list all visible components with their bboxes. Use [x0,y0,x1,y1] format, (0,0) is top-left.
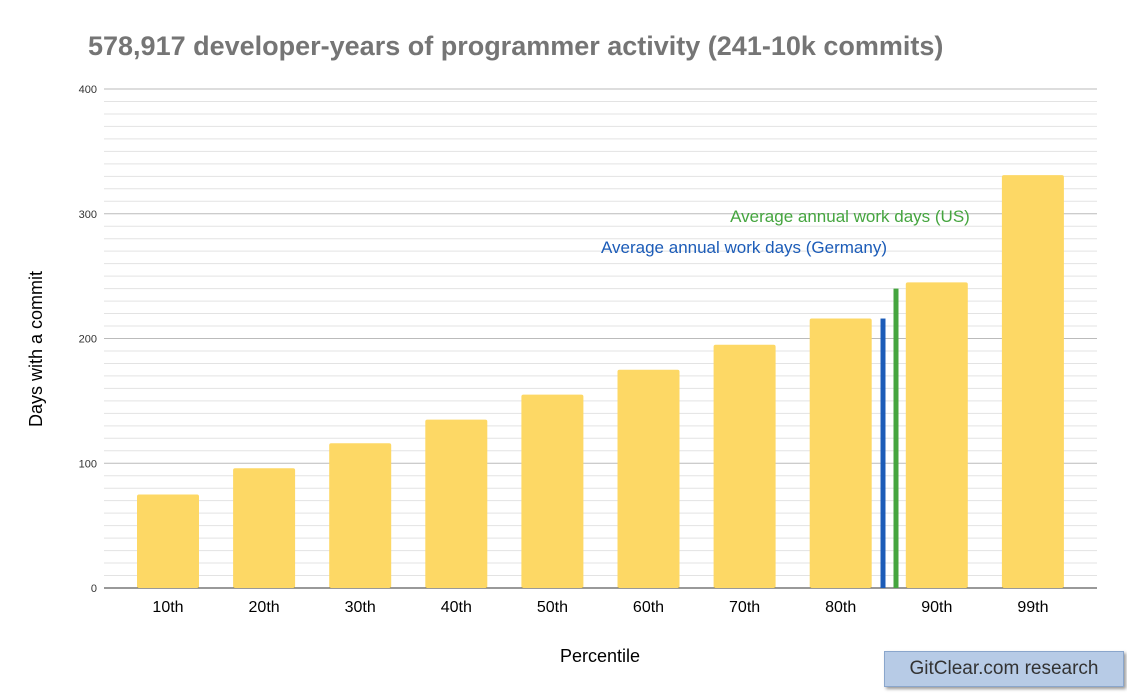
bar-20th [233,468,296,588]
watermark-badge: GitClear.com research [884,651,1124,687]
y-axis-label: Days with a commit [26,271,46,427]
bar-60th [617,369,680,588]
bar-30th [329,443,392,588]
x-tick-label: 40th [441,599,472,616]
y-tick-label: 300 [79,209,97,221]
x-tick-label: 50th [537,599,568,616]
bar-70th [713,344,776,588]
reference-line [893,288,899,588]
bar-80th [809,318,872,588]
x-tick-label: 20th [249,599,280,616]
bar-90th [905,282,968,588]
x-tick-label: 80th [825,599,856,616]
y-tick-label: 400 [79,84,97,96]
reference-line [880,318,886,588]
y-tick-label: 0 [91,583,97,595]
bar-99th [1001,175,1064,588]
reference-line-label: Average annual work days (Germany) [601,238,887,257]
x-tick-label: 60th [633,599,664,616]
reference-line-label: Average annual work days (US) [730,207,970,226]
x-tick-label: 70th [729,599,760,616]
x-axis-label: Percentile [560,646,640,666]
x-tick-label: 30th [345,599,376,616]
bar-40th [425,419,488,588]
x-tick-label: 10th [152,599,183,616]
bar-50th [521,394,584,588]
chart-title: 578,917 developer-years of programmer ac… [88,31,943,61]
x-tick-label: 99th [1017,599,1048,616]
bar-10th [137,494,199,588]
y-tick-label: 200 [79,334,97,346]
x-tick-label: 90th [921,599,952,616]
y-tick-label: 100 [79,458,97,470]
